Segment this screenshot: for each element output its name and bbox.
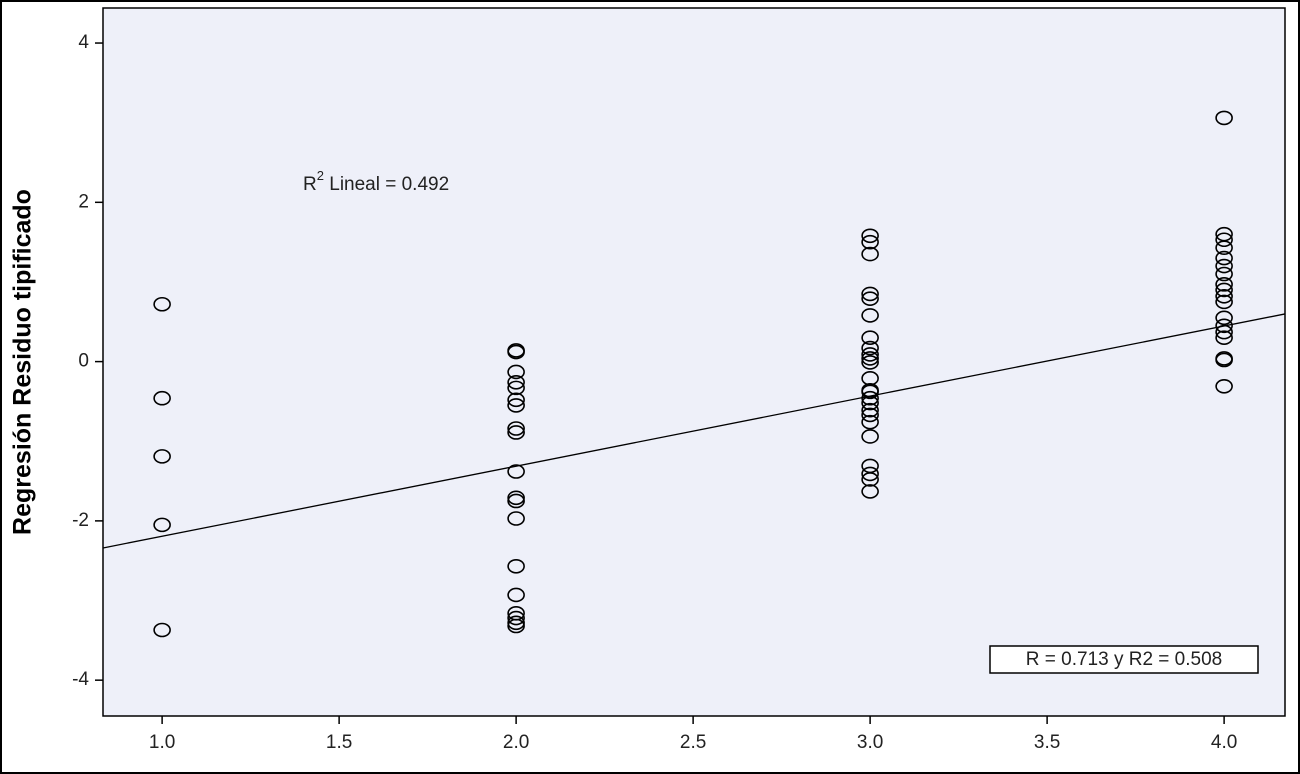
annotation-box [989,645,1259,674]
point [153,622,171,638]
point [1215,318,1233,334]
point [1215,232,1233,248]
x-tick-label: 1.5 [326,732,352,753]
fit-line [102,313,1286,549]
x-tick-label: 3.0 [857,732,883,753]
point [1215,277,1233,292]
x-tick-label: 4.0 [1211,732,1237,753]
y-tick-label: -4 [72,669,89,690]
point [861,484,879,499]
x-tick-label: 2.5 [680,732,706,753]
point [507,398,525,413]
point [1215,310,1233,326]
point [1215,352,1233,368]
point [507,464,525,479]
point [861,351,879,366]
point [1215,324,1233,340]
box-annotation: R = 0.713 y R2 = 0.508 [1026,649,1222,670]
point [507,490,525,506]
point [861,330,879,346]
point [861,407,879,423]
point [1215,240,1233,256]
annotation: R2 Lineal = 0.492 [303,168,449,195]
point [861,402,879,418]
point [1215,378,1233,394]
point [861,228,879,244]
point [507,375,525,390]
x-tick-label: 1.0 [149,732,175,753]
point [507,364,525,380]
point [1215,282,1233,298]
point [861,355,879,370]
point [507,558,525,574]
point [861,390,879,406]
point [507,380,525,396]
point [153,449,171,464]
point [507,425,525,440]
point [1215,258,1233,274]
annotation-superscript: 2 [317,168,324,183]
point [1215,294,1233,310]
point [861,234,879,250]
point [153,296,171,312]
point [507,421,525,436]
x-tick-label: 2.0 [503,732,529,753]
point [1215,266,1233,282]
point [507,511,525,526]
point [1215,330,1233,346]
y-axis-label: Regresión Residuo tipificado [9,189,37,535]
point [1215,250,1233,266]
y-tick-label: 0 [78,351,89,372]
annotation-prefix: R [303,174,317,195]
point [507,618,525,634]
point [861,291,879,306]
point [507,615,525,631]
point [507,587,525,603]
point [1215,288,1233,304]
point [861,340,879,356]
x-tick-label: 3.5 [1034,732,1060,753]
point [861,347,879,362]
point [861,246,879,262]
y-tick-label: 4 [78,32,89,53]
point [861,384,879,400]
point [861,472,879,487]
point [861,308,879,323]
point [153,517,171,533]
point [153,390,171,406]
y-tick-label: -2 [72,510,89,531]
point [861,429,879,444]
annotation-suffix: Lineal = 0.492 [324,174,449,195]
point [1215,110,1233,126]
point [507,493,525,509]
point [507,392,525,408]
point [507,610,525,626]
point [861,395,879,411]
point [861,414,879,430]
point [861,466,879,482]
point [507,344,525,360]
plot-area [102,7,1286,717]
point [861,286,879,302]
y-tick-label: 2 [78,191,89,212]
